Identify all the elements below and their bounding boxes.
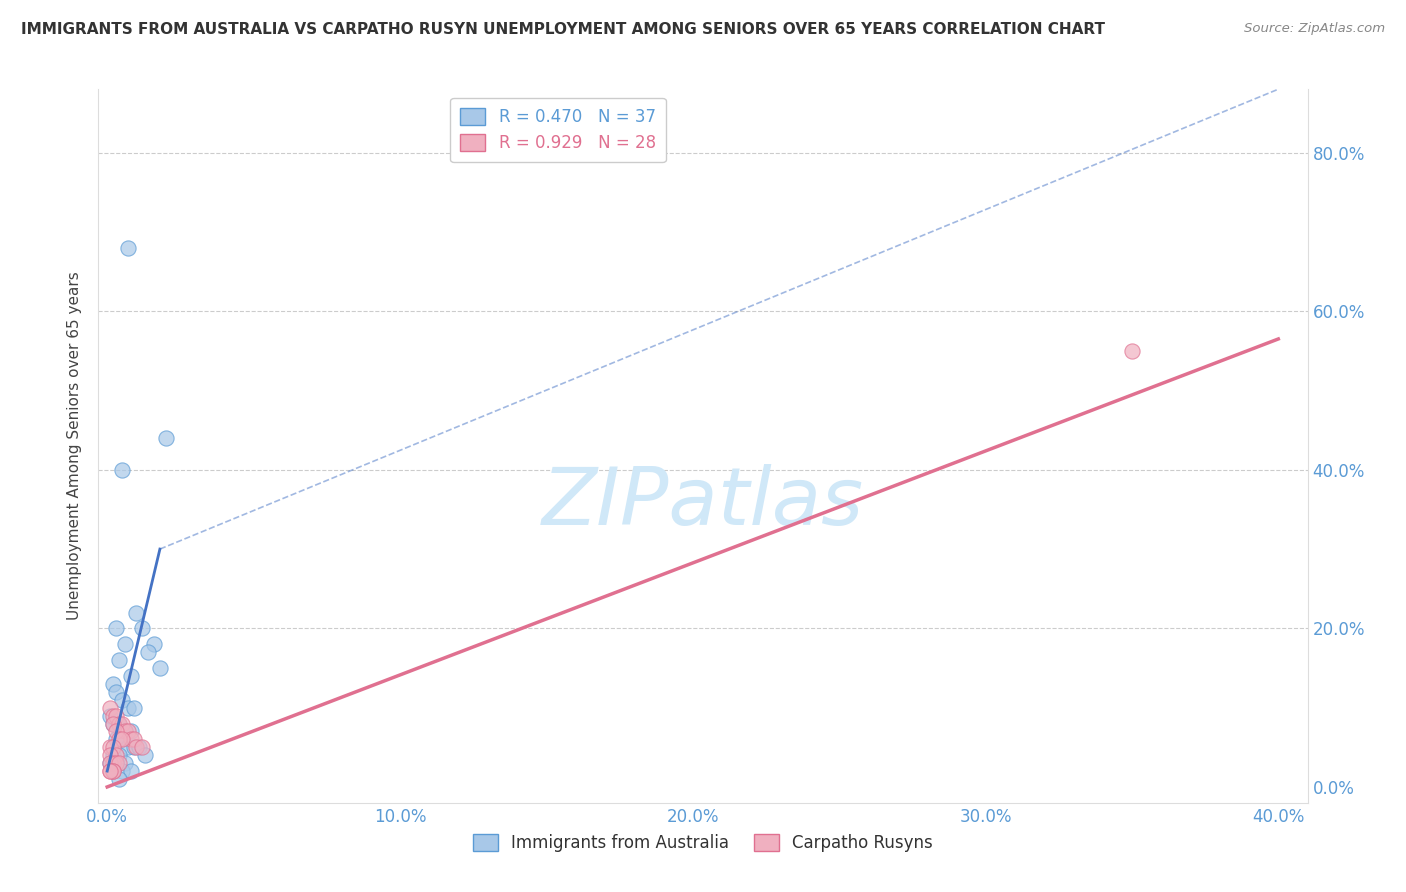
Point xyxy=(155,431,177,445)
Point xyxy=(136,645,159,659)
Point xyxy=(120,732,142,747)
Point xyxy=(104,732,127,747)
Point xyxy=(149,661,172,675)
Point xyxy=(122,732,145,747)
Y-axis label: Unemployment Among Seniors over 65 years: Unemployment Among Seniors over 65 years xyxy=(67,272,83,620)
Point xyxy=(98,748,121,763)
Point xyxy=(111,764,134,778)
Point xyxy=(108,732,131,747)
Point xyxy=(108,756,131,771)
Point xyxy=(104,724,127,739)
Point xyxy=(104,621,127,635)
Point xyxy=(114,724,136,739)
Point xyxy=(101,764,124,778)
Point xyxy=(122,740,145,755)
Point xyxy=(111,463,134,477)
Point xyxy=(101,716,124,731)
Point xyxy=(114,637,136,651)
Point xyxy=(134,748,156,763)
Point xyxy=(98,708,121,723)
Point xyxy=(120,764,142,778)
Point xyxy=(98,700,121,714)
Point xyxy=(122,700,145,714)
Point xyxy=(108,716,131,731)
Point xyxy=(98,756,121,771)
Point xyxy=(131,740,153,755)
Point xyxy=(1121,343,1143,358)
Point xyxy=(117,700,139,714)
Point xyxy=(101,764,124,778)
Point xyxy=(104,748,127,763)
Point xyxy=(101,708,124,723)
Point xyxy=(108,716,131,731)
Point xyxy=(98,756,121,771)
Point xyxy=(98,764,121,778)
Point xyxy=(101,740,124,755)
Text: ZIPatlas: ZIPatlas xyxy=(541,464,865,542)
Point xyxy=(125,606,148,620)
Point xyxy=(111,732,134,747)
Point xyxy=(108,653,131,667)
Point xyxy=(101,748,124,763)
Point xyxy=(131,621,153,635)
Point xyxy=(101,677,124,691)
Point xyxy=(101,764,124,778)
Point xyxy=(117,724,139,739)
Text: Source: ZipAtlas.com: Source: ZipAtlas.com xyxy=(1244,22,1385,36)
Point xyxy=(111,716,134,731)
Point xyxy=(143,637,166,651)
Legend: Immigrants from Australia, Carpatho Rusyns: Immigrants from Australia, Carpatho Rusy… xyxy=(467,827,939,859)
Point xyxy=(104,685,127,699)
Point xyxy=(101,756,124,771)
Point xyxy=(111,732,134,747)
Point xyxy=(104,756,127,771)
Point xyxy=(120,724,142,739)
Point xyxy=(108,748,131,763)
Text: IMMIGRANTS FROM AUSTRALIA VS CARPATHO RUSYN UNEMPLOYMENT AMONG SENIORS OVER 65 Y: IMMIGRANTS FROM AUSTRALIA VS CARPATHO RU… xyxy=(21,22,1105,37)
Point xyxy=(104,756,127,771)
Point xyxy=(104,708,127,723)
Point xyxy=(98,740,121,755)
Point xyxy=(114,756,136,771)
Point xyxy=(114,724,136,739)
Point xyxy=(120,669,142,683)
Point xyxy=(125,740,148,755)
Point xyxy=(111,692,134,706)
Point xyxy=(128,740,150,755)
Point xyxy=(101,716,124,731)
Point xyxy=(98,764,121,778)
Point xyxy=(117,740,139,755)
Point xyxy=(108,772,131,786)
Point xyxy=(117,241,139,255)
